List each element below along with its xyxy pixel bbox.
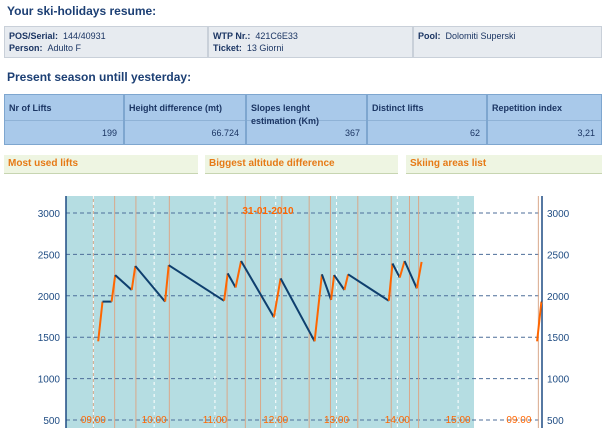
stat-slopes-length: Slopes lenght estimation (Km) 367 — [246, 94, 367, 145]
person-label: Person: — [9, 43, 43, 53]
stat-label: Nr of Lifts — [9, 103, 52, 113]
stat-repetition-index: Repetition index 3,21 — [487, 94, 602, 145]
stat-value: 66.724 — [211, 128, 239, 138]
wtp-value: 421C6E33 — [255, 31, 298, 41]
ski-descent-segment — [403, 260, 418, 289]
lift-ascent-segment — [272, 278, 282, 318]
ticket-info-row: POS/Serial: 144/40931 Person: Adulto F W… — [4, 26, 602, 58]
stat-label: Repetition index — [492, 103, 563, 113]
lift-ascent-segment — [313, 274, 323, 342]
y-tick-label-right: 1500 — [547, 333, 570, 344]
stat-nr-of-lifts: Nr of Lifts 199 — [4, 94, 124, 145]
pool-label: Pool: — [418, 31, 441, 41]
ticket-label: Ticket: — [213, 43, 242, 53]
stat-divider — [488, 120, 601, 121]
lift-ascent-segment — [343, 274, 350, 291]
y-tick-label-right: 500 — [547, 416, 564, 427]
y-tick-label-left: 2500 — [38, 250, 61, 261]
lift-ascent-segment — [223, 273, 229, 301]
lift-ascent-segment — [536, 301, 543, 342]
lift-ascent-segment — [234, 260, 243, 288]
lift-ascent-segment — [110, 274, 117, 302]
y-tick-label-left: 1000 — [38, 375, 61, 386]
stat-value: 367 — [344, 128, 360, 138]
y-tick-label-right: 1000 — [547, 375, 570, 386]
x-tick-label: 09:00 — [506, 415, 531, 426]
x-tick-label: 12:00 — [263, 415, 288, 426]
stat-value: 3,21 — [577, 128, 595, 138]
x-tick-label: 11:00 — [203, 415, 228, 426]
x-ticks: 09:00 10:00 11:00 12:00 13:00 14:00 15:00 09:00 — [81, 196, 532, 428]
y-tick-label-left: 2000 — [38, 292, 61, 303]
stat-divider — [368, 120, 486, 121]
ticket-value: 13 Giorni — [246, 43, 284, 53]
person-value: Adulto F — [47, 43, 82, 53]
pos-label: POS/Serial: — [9, 31, 59, 41]
altitude-series — [97, 260, 543, 342]
ski-descent-segment — [168, 264, 225, 302]
ski-descent-segment — [226, 272, 237, 288]
ski-descent-segment — [134, 265, 166, 303]
stat-label: Slopes lenght estimation (Km) — [251, 103, 320, 126]
chart-title: 31-01-2010 — [242, 206, 294, 217]
stat-label: Distinct lifts — [372, 103, 424, 113]
pool-value: Dolomiti Superski — [445, 31, 516, 41]
y-ticks-right: 3000 2500 2000 1500 1000 500 — [547, 209, 570, 427]
x-tick-label: 14:00 — [385, 415, 410, 426]
ski-descent-segment — [114, 274, 133, 291]
stat-height-difference: Height difference (mt) 66.724 — [124, 94, 246, 145]
wtp-label: WTP Nr.: — [213, 31, 251, 41]
season-stats-row: Nr of Lifts 199 Height difference (mt) 6… — [4, 94, 602, 145]
ski-descent-segment — [320, 273, 333, 301]
lift-ascent-segment — [164, 265, 170, 302]
tab-biggest-altitude-difference[interactable]: Biggest altitude difference — [205, 155, 398, 174]
season-title: Present season untill yesterday: — [7, 70, 192, 84]
y-tick-label-left: 500 — [43, 416, 60, 427]
stat-divider — [5, 120, 123, 121]
ski-descent-segment — [240, 260, 275, 318]
lift-ascent-segment — [130, 265, 137, 291]
stat-value: 199 — [101, 128, 117, 138]
lift-ascent-segment — [387, 263, 394, 301]
stat-value: 62 — [469, 128, 480, 138]
pool-cell: Pool: Dolomiti Superski — [413, 26, 602, 58]
gridlines — [66, 212, 542, 421]
tab-skiing-areas-list[interactable]: Skiing areas list — [406, 155, 602, 174]
stat-distinct-lifts: Distinct lifts 62 — [367, 94, 487, 145]
pos-person-cell: POS/Serial: 144/40931 Person: Adulto F — [4, 26, 208, 58]
y-tick-label-right: 2000 — [547, 292, 570, 303]
x-tick-label: 10:00 — [142, 415, 167, 426]
page-title: Your ski-holidays resume: — [7, 4, 157, 18]
stat-label: Height difference (mt) — [129, 103, 223, 113]
wtp-ticket-cell: WTP Nr.: 421C6E33 Ticket: 13 Giorni — [208, 26, 413, 58]
y-tick-label-right: 2500 — [547, 250, 570, 261]
y-tick-label-left: 1500 — [38, 333, 61, 344]
ski-descent-segment — [391, 263, 401, 279]
ski-descent-segment — [347, 273, 390, 302]
x-tick-label: 15:00 — [446, 415, 471, 426]
y-ticks-left: 3000 2500 2000 1500 1000 500 — [38, 209, 61, 427]
tab-most-used-lifts[interactable]: Most used lifts — [4, 155, 198, 174]
stat-divider — [125, 120, 245, 121]
y-tick-label-left: 3000 — [38, 209, 61, 220]
lift-ascent-segment — [415, 261, 423, 289]
y-tick-label-right: 3000 — [547, 209, 570, 220]
x-tick-label: 13:00 — [324, 415, 349, 426]
lift-ascent-segment — [330, 274, 336, 301]
lift-ascent-segment — [398, 260, 406, 278]
ski-descent-segment — [333, 274, 346, 291]
x-tick-label: 09:00 — [81, 415, 106, 426]
stat-divider — [247, 120, 366, 121]
ski-descent-segment — [279, 277, 316, 342]
lift-ascent-segment — [97, 301, 104, 342]
pos-value: 144/40931 — [63, 31, 106, 41]
